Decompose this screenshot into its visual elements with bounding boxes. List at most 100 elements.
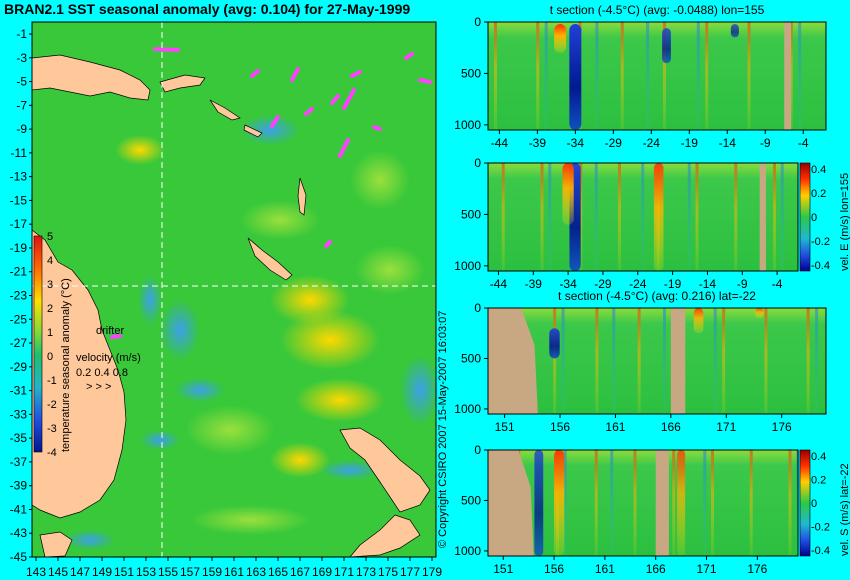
- lat-tick-label: -13: [10, 170, 28, 184]
- lat-tick-label: -43: [10, 526, 28, 540]
- texture-column: [695, 163, 699, 271]
- texture-column: [548, 163, 552, 271]
- texture-column: [711, 450, 714, 556]
- colorbar-tick-label: 0: [47, 351, 53, 363]
- texture-column: [620, 22, 624, 130]
- velocity-colorbar: [799, 449, 811, 557]
- new-britain: [159, 74, 206, 93]
- lon-tick-label: 173: [356, 565, 376, 579]
- anomaly-feature: [755, 308, 764, 319]
- lat-tick-label: -39: [10, 479, 28, 493]
- lat-tick-label: -29: [10, 360, 28, 374]
- velocity-colorbar-tick: 0.2: [811, 188, 826, 200]
- colorbar-tick-label: 1: [47, 327, 53, 339]
- texture-column: [789, 22, 793, 130]
- lat-tick-label: -35: [10, 431, 28, 445]
- x-tick-label: -39: [525, 277, 543, 291]
- x-tick-label: -34: [559, 277, 577, 291]
- velocity-colorbar-tick: 0: [811, 212, 817, 224]
- section-land: [784, 22, 792, 130]
- texture-column: [637, 308, 641, 414]
- texture-column: [610, 450, 614, 556]
- x-tick-label: -19: [664, 277, 682, 291]
- new-caledonia: [247, 237, 293, 281]
- x-tick-label: -9: [760, 136, 771, 150]
- lat-tick-label: -11: [11, 146, 28, 160]
- colorbar-tick-label: -3: [47, 423, 57, 435]
- land: [31, 54, 431, 558]
- lon-tick-label: 145: [48, 565, 68, 579]
- lat-tick-label: -15: [10, 193, 28, 207]
- x-tick-label: 176: [772, 420, 792, 434]
- lon-tick-label: 175: [378, 565, 398, 579]
- anomaly-feature: [730, 24, 739, 38]
- section-land: [488, 308, 538, 414]
- texture-column: [544, 22, 548, 130]
- texture-column: [798, 22, 802, 130]
- section-land: [759, 163, 766, 271]
- texture-column: [594, 450, 598, 556]
- texture-column: [703, 450, 707, 556]
- x-tick-label: -44: [491, 136, 509, 150]
- texture-column: [540, 163, 544, 271]
- anomaly-feature: [653, 163, 664, 271]
- section-land: [670, 308, 686, 414]
- colorbar-tick-label: -1: [47, 375, 57, 387]
- drifter-tracks: [110, 47, 432, 339]
- x-tick-label: -44: [490, 277, 508, 291]
- lon-tick-label: 171: [334, 565, 354, 579]
- x-tick-label: 156: [550, 420, 570, 434]
- map-longitude-ticks: 143 145 147 149 151 153 155 157 159 161 163 165 167 1…: [26, 557, 442, 579]
- texture-column: [663, 22, 666, 130]
- lat-tick-label: -33: [10, 407, 28, 421]
- section-title: t section (-4.5°C) (avg: -0.0488) lon=15…: [550, 3, 765, 17]
- y-tick-label: 500: [461, 493, 481, 507]
- section-frame: [487, 449, 799, 557]
- texture-column: [815, 308, 819, 414]
- lon-tick-label: 167: [290, 565, 310, 579]
- x-tick-label: 171: [697, 562, 717, 576]
- x-tick-label: -19: [681, 136, 699, 150]
- lat-tick-label: -19: [10, 241, 28, 255]
- lon-tick-label: 151: [114, 565, 134, 579]
- x-tick-label: 171: [716, 420, 736, 434]
- texture-column: [618, 163, 621, 271]
- lon-tick-label: 169: [312, 565, 332, 579]
- lon-tick-label: 143: [26, 565, 46, 579]
- lat-tick-label: -5: [16, 75, 27, 89]
- texture-column: [806, 308, 810, 414]
- lon-tick-label: 157: [180, 565, 200, 579]
- velocity-colorbar-tick: 0: [811, 498, 817, 510]
- lon-tick-label: 165: [268, 565, 288, 579]
- velocity-scale: 0.2 0.4 0.8: [76, 367, 128, 379]
- anomaly-feature: [677, 450, 686, 556]
- lat-tick-label: -1: [16, 27, 27, 41]
- texture-column: [536, 22, 540, 130]
- lat-tick-label: -23: [10, 289, 28, 303]
- y-tick-label: 0: [474, 443, 481, 457]
- y-tick-label: 0: [474, 301, 481, 315]
- section-panel-1: t section (-4.5°C) (avg: -0.0488) lon=15…: [454, 3, 827, 150]
- anomaly-feature: [554, 24, 567, 53]
- section-background: [488, 22, 826, 130]
- anomaly-feature: [534, 450, 544, 556]
- velocity-colorbar-tick: -0.2: [811, 236, 830, 248]
- x-tick-label: -14: [699, 277, 717, 291]
- velocity-colorbar-tick: 0.2: [811, 475, 826, 487]
- y-tick-label: 500: [461, 351, 481, 365]
- new-zealand-south: [349, 514, 421, 558]
- texture-column: [553, 308, 557, 414]
- section-panels: t section (-4.5°C) (avg: -0.0488) lon=15…: [454, 3, 850, 576]
- x-tick-label: 161: [605, 420, 625, 434]
- main-title: BRAN2.1 SST seasonal anomaly (avg: 0.104…: [4, 1, 410, 17]
- new-guinea: [31, 54, 151, 101]
- lat-tick-label: -27: [10, 336, 28, 350]
- x-tick-label: -29: [594, 277, 612, 291]
- texture-column: [646, 22, 650, 130]
- x-tick-label: 161: [595, 562, 615, 576]
- crosshair: [32, 22, 436, 557]
- texture-column: [696, 22, 700, 130]
- section-frame: [487, 307, 827, 415]
- texture-column: [633, 450, 637, 556]
